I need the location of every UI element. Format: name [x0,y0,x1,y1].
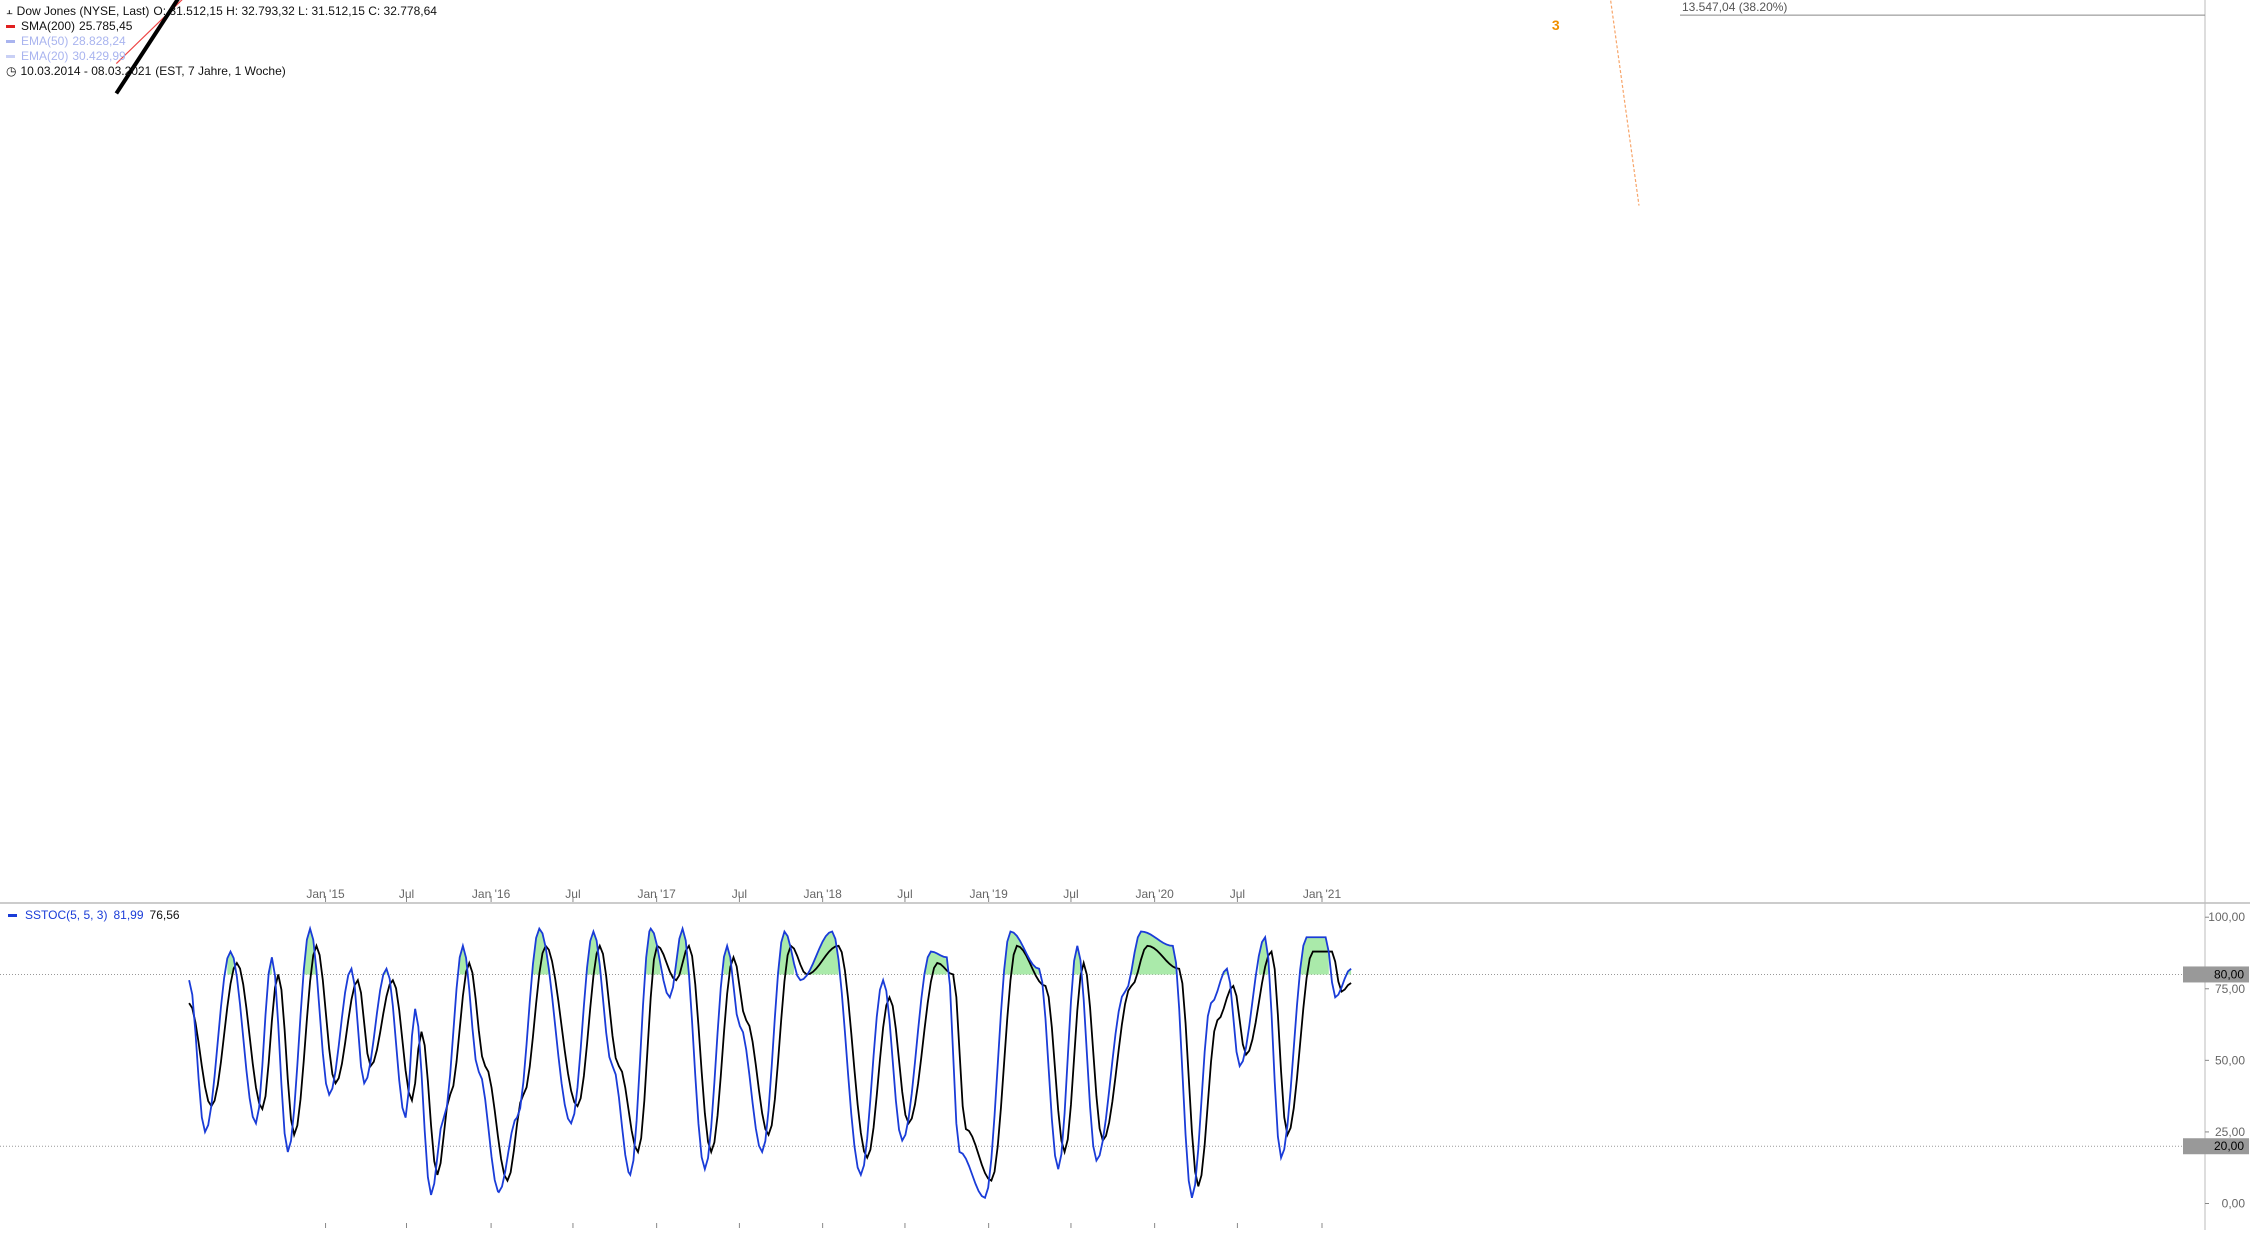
wave-labels: 3541212iiiiv3v41234iviiiiiiiv355vAB12C43… [1552,17,1560,33]
clock-icon: ◷ [6,64,17,78]
legend-sma200[interactable]: SMA(200) 25.785,45 [6,19,437,34]
legend-range-row: ◷ 10.03.2014 - 08.03.2021 (EST, 7 Jahre,… [6,64,437,79]
ema50-label: EMA(50) [21,34,69,48]
stoch-level-tag [2183,966,2249,983]
x-tick-label: Jul [399,887,414,901]
ema50-value: 28.828,24 [72,34,126,48]
stoch-level-label: 20,00 [2214,1139,2244,1153]
x-tick-label: Jul [565,887,580,901]
stoch-overbought-fill [809,931,839,975]
ema20-swatch [6,55,15,58]
sma200-value: 25.785,45 [79,19,133,33]
stoch-level-tag [2183,1138,2249,1155]
stoch-overbought-fill [646,928,661,975]
ohlc-values: O: 31.512,15 H: 32.793,32 L: 31.512,15 C… [153,4,437,18]
x-tick-label: Jul [732,887,747,901]
instrument-title: Dow Jones (NYSE, Last) [16,4,150,18]
stoch-overbought-fill [459,945,467,975]
ema20-value: 30.429,99 [72,49,126,63]
x-tick-label: Jan '17 [637,887,676,901]
stoch-level-label: 80,00 [2214,967,2244,981]
ema50-swatch [6,40,15,43]
ema20-label: EMA(20) [21,49,69,63]
stoch-overbought-fill [227,951,234,975]
fib-levels: 41.377,01 (200.00%)31.788,77 (161.80%)20… [1680,0,2205,16]
x-tick-label: Jul [1230,887,1245,901]
x-tick-label: Jul [1063,887,1078,901]
wave-label: 3 [1552,17,1560,33]
date-range: 10.03.2014 - 08.03.2021 [20,64,152,78]
legend-ema50[interactable]: EMA(50) 28.828,24 [6,34,437,49]
stoch-overbought-fill [1300,937,1329,975]
stoch-tick-label: 0,00 [2222,1197,2246,1211]
indicator-label: SSTOC(5, 5, 3) [25,908,108,922]
sma200-label: SMA(200) [21,19,76,33]
x-tick-label: Jan '20 [1135,887,1174,901]
x-tick-label: Jul [897,887,912,901]
fib-label: 13.547,04 (38.20%) [1682,0,1787,14]
instrument-icon: ⫠ [6,5,13,17]
indicator-k-value: 81,99 [113,908,144,922]
x-axis: Jan '15 Jul Jan '16 Jul Jan '17 Jul Jan '18 Jul… [306,887,1341,1228]
x-tick-label: Jan '21 [1303,887,1342,901]
chart-legend: ⫠ Dow Jones (NYSE, Last) O: 31.512,15 H:… [6,4,437,79]
sma200-swatch [6,25,15,28]
stoch-tick-label: 100,00 [2208,910,2245,924]
legend-ema20[interactable]: EMA(20) 30.429,99 [6,49,437,64]
stoch-tick-label: 25,00 [2215,1125,2245,1139]
stoch-k-line [188,925,1352,1200]
x-tick-label: Jan '19 [969,887,1008,901]
stoch-tick-label: 75,00 [2215,982,2245,996]
stoch-panel: 0,00 25,00 50,00 75,00 100,00 80,00 20,00 [0,910,2249,1211]
x-tick-label: Jan '15 [306,887,345,901]
stoch-overbought-fill [1131,931,1177,975]
stoch-overbought-fill [1074,945,1081,975]
x-tick-label: Jan '16 [472,887,511,901]
stoch-tick-label: 50,00 [2215,1053,2245,1067]
legend-title-row: ⫠ Dow Jones (NYSE, Last) O: 31.512,15 H:… [6,4,437,19]
indicator-legend[interactable]: SSTOC(5, 5, 3) 81,99 76,56 [8,908,180,922]
stoch-overbought-fill [924,951,947,975]
forecast-path [1609,0,1640,206]
x-tick-label: Jan '18 [803,887,842,901]
stoch-overbought-fill [532,928,549,975]
indicator-d-value: 76,56 [149,908,180,922]
stoch-d-line [188,943,1352,1187]
range-info: (EST, 7 Jahre, 1 Woche) [155,64,286,78]
stoch-swatch [8,913,17,917]
